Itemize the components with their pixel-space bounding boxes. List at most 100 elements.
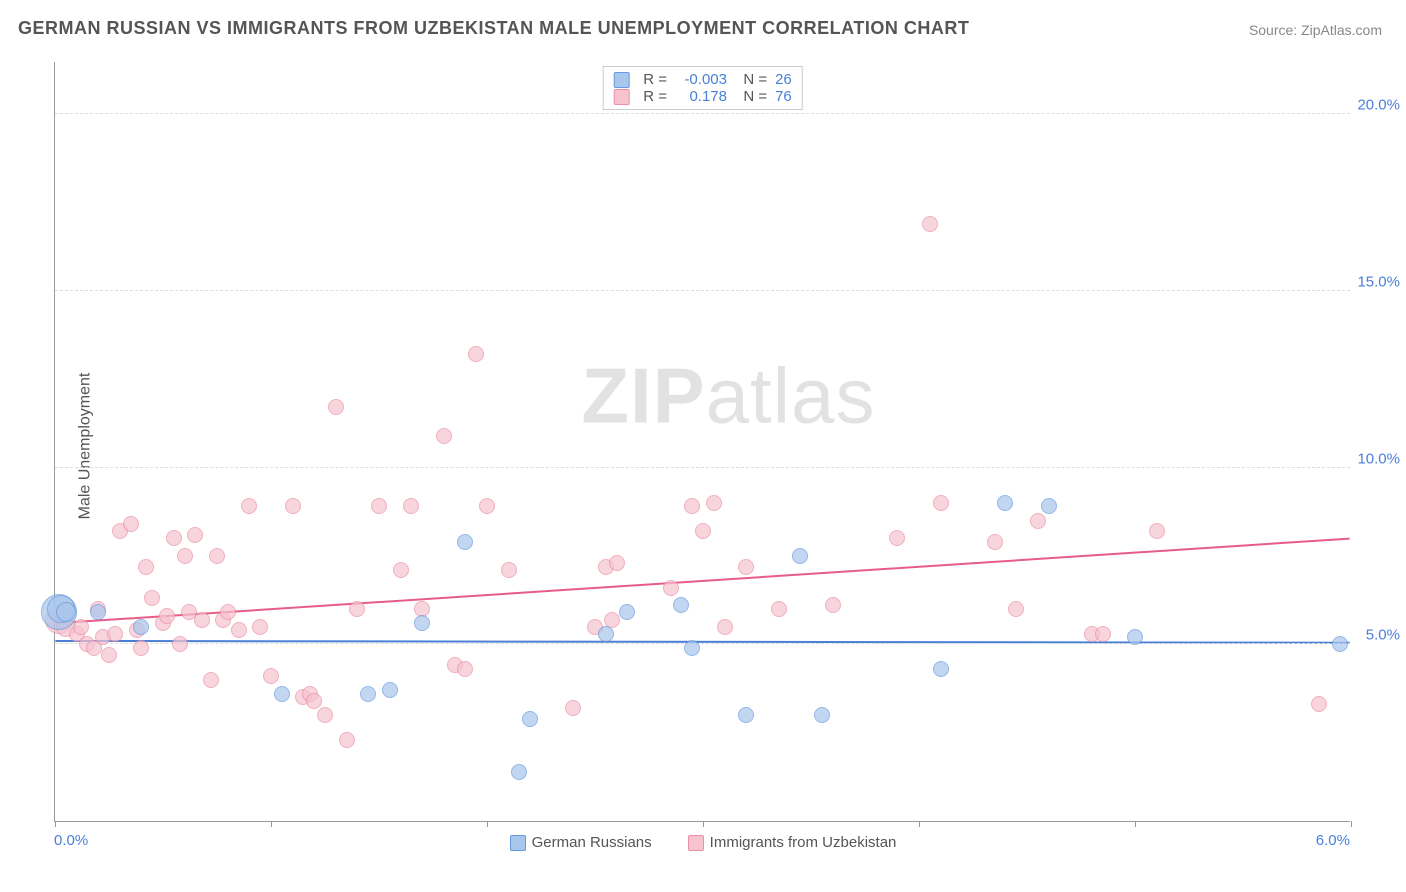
data-point bbox=[933, 495, 949, 511]
source-attribution: Source: ZipAtlas.com bbox=[1249, 22, 1382, 38]
stats-legend: R = -0.003 N = 26R = 0.178 N = 76 bbox=[602, 66, 803, 110]
x-tick bbox=[919, 821, 920, 827]
data-point bbox=[274, 686, 290, 702]
data-point bbox=[565, 700, 581, 716]
data-point bbox=[479, 498, 495, 514]
data-point bbox=[814, 707, 830, 723]
data-point bbox=[468, 346, 484, 362]
data-point bbox=[371, 498, 387, 514]
data-point bbox=[1008, 601, 1024, 617]
data-point bbox=[987, 534, 1003, 550]
stats-legend-row: R = 0.178 N = 76 bbox=[613, 88, 792, 105]
data-point bbox=[1095, 626, 1111, 642]
data-point bbox=[825, 597, 841, 613]
data-point bbox=[457, 534, 473, 550]
data-point bbox=[166, 530, 182, 546]
data-point bbox=[889, 530, 905, 546]
data-point bbox=[349, 601, 365, 617]
data-point bbox=[90, 604, 106, 620]
legend-label: German Russians bbox=[532, 834, 652, 851]
data-point bbox=[1127, 629, 1143, 645]
data-point bbox=[133, 640, 149, 656]
data-point bbox=[792, 548, 808, 564]
data-point bbox=[1030, 513, 1046, 529]
data-point bbox=[339, 732, 355, 748]
y-tick-label: 5.0% bbox=[1366, 627, 1400, 644]
data-point bbox=[101, 647, 117, 663]
data-point bbox=[328, 399, 344, 415]
legend-swatch bbox=[510, 835, 526, 851]
data-point bbox=[177, 548, 193, 564]
data-point bbox=[306, 693, 322, 709]
data-point bbox=[695, 523, 711, 539]
data-point bbox=[501, 562, 517, 578]
gridline: 5.0% bbox=[55, 643, 1350, 644]
r-label: R = bbox=[643, 71, 667, 88]
n-label: N = bbox=[735, 71, 767, 88]
data-point bbox=[209, 548, 225, 564]
data-point bbox=[393, 562, 409, 578]
data-point bbox=[187, 527, 203, 543]
legend-swatch bbox=[613, 72, 629, 88]
data-point bbox=[138, 559, 154, 575]
data-point bbox=[285, 498, 301, 514]
x-tick bbox=[55, 821, 56, 827]
data-point bbox=[403, 498, 419, 514]
data-point bbox=[56, 602, 76, 622]
x-tick bbox=[271, 821, 272, 827]
y-tick-label: 10.0% bbox=[1357, 450, 1400, 467]
r-value: -0.003 bbox=[675, 71, 727, 88]
data-point bbox=[133, 619, 149, 635]
data-point bbox=[619, 604, 635, 620]
data-point bbox=[252, 619, 268, 635]
data-point bbox=[220, 604, 236, 620]
data-point bbox=[123, 516, 139, 532]
data-point bbox=[73, 619, 89, 635]
data-point bbox=[1311, 696, 1327, 712]
x-tick bbox=[1351, 821, 1352, 827]
legend-item: German Russians bbox=[510, 834, 652, 851]
data-point bbox=[738, 559, 754, 575]
series-legend: German Russians Immigrants from Uzbekista… bbox=[0, 834, 1406, 851]
watermark: ZIPatlas bbox=[581, 350, 875, 441]
data-point bbox=[414, 615, 430, 631]
legend-swatch bbox=[688, 835, 704, 851]
x-tick bbox=[487, 821, 488, 827]
data-point bbox=[107, 626, 123, 642]
data-point bbox=[706, 495, 722, 511]
data-point bbox=[1041, 498, 1057, 514]
data-point bbox=[317, 707, 333, 723]
y-tick-label: 20.0% bbox=[1357, 97, 1400, 114]
gridline: 15.0% bbox=[55, 290, 1350, 291]
legend-item: Immigrants from Uzbekistan bbox=[688, 834, 897, 851]
legend-swatch bbox=[613, 89, 629, 105]
data-point bbox=[203, 672, 219, 688]
r-label: R = bbox=[643, 88, 667, 105]
data-point bbox=[436, 428, 452, 444]
y-tick-label: 15.0% bbox=[1357, 273, 1400, 290]
chart-title: GERMAN RUSSIAN VS IMMIGRANTS FROM UZBEKI… bbox=[18, 18, 969, 39]
n-value: 76 bbox=[775, 88, 792, 105]
data-point bbox=[511, 764, 527, 780]
data-point bbox=[684, 498, 700, 514]
data-point bbox=[609, 555, 625, 571]
gridline: 20.0% bbox=[55, 113, 1350, 114]
data-point bbox=[194, 612, 210, 628]
gridline: 10.0% bbox=[55, 467, 1350, 468]
data-point bbox=[1332, 636, 1348, 652]
data-point bbox=[263, 668, 279, 684]
n-label: N = bbox=[735, 88, 767, 105]
legend-label: Immigrants from Uzbekistan bbox=[710, 834, 897, 851]
data-point bbox=[231, 622, 247, 638]
data-point bbox=[1149, 523, 1165, 539]
data-point bbox=[738, 707, 754, 723]
data-point bbox=[673, 597, 689, 613]
data-point bbox=[241, 498, 257, 514]
data-point bbox=[663, 580, 679, 596]
data-point bbox=[771, 601, 787, 617]
x-tick bbox=[1135, 821, 1136, 827]
data-point bbox=[997, 495, 1013, 511]
data-point bbox=[922, 216, 938, 232]
data-point bbox=[522, 711, 538, 727]
stats-legend-row: R = -0.003 N = 26 bbox=[613, 71, 792, 88]
